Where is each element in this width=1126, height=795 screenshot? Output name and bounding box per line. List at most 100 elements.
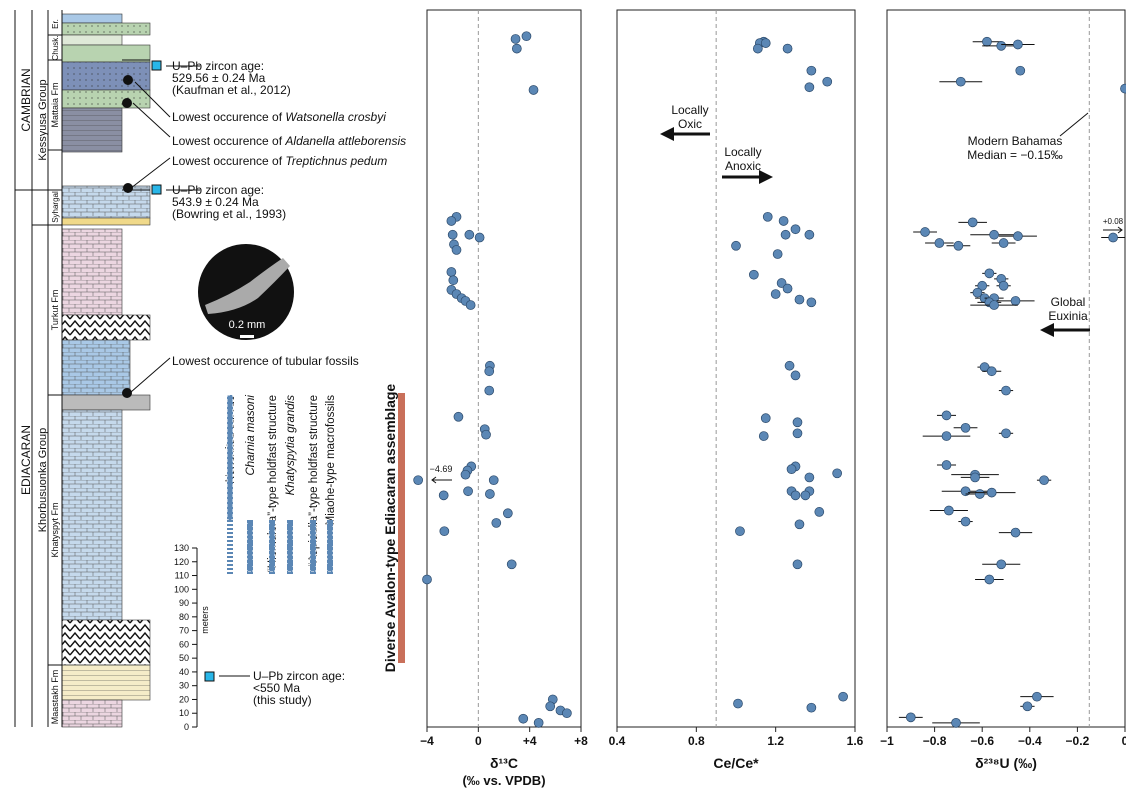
x-axis-units: (‰ vs. VPDB) xyxy=(462,773,545,788)
data-point xyxy=(1002,429,1011,438)
arrow-head xyxy=(759,170,773,184)
annotation: Lowest occurence of Watsonella crosbyi xyxy=(172,110,386,124)
data-point xyxy=(999,239,1008,248)
data-point xyxy=(489,476,498,485)
bed-pattern xyxy=(62,700,122,727)
data-point xyxy=(465,230,474,239)
bed xyxy=(62,14,122,23)
data-point xyxy=(466,301,475,310)
plot-frame xyxy=(617,10,855,727)
data-point xyxy=(761,414,770,423)
data-point xyxy=(482,430,491,439)
data-point xyxy=(997,41,1006,50)
bed-pattern xyxy=(62,340,130,395)
data-point xyxy=(1121,84,1126,93)
fossil-marker xyxy=(122,388,132,398)
data-point xyxy=(449,276,458,285)
x-tick-label: 0 xyxy=(475,734,482,748)
x-tick-label: −0.6 xyxy=(970,734,994,748)
data-point xyxy=(956,77,965,86)
data-point xyxy=(807,66,816,75)
annotation: (Bowring et al., 1993) xyxy=(172,207,286,221)
x-axis-label: δ¹³C xyxy=(490,755,518,771)
data-point xyxy=(763,212,772,221)
data-point xyxy=(519,714,528,723)
meter-tick-label: 10 xyxy=(179,708,189,718)
plot-frame xyxy=(427,10,581,727)
annotation-text: Lowest occurence of tubular fossils xyxy=(172,354,359,368)
data-point xyxy=(805,83,814,92)
age-marker xyxy=(152,61,161,70)
data-point xyxy=(997,560,1006,569)
data-point xyxy=(783,284,792,293)
data-point xyxy=(801,491,810,500)
fossil-range-label: Miaohe-type macrofossils xyxy=(325,395,337,526)
data-point xyxy=(793,560,802,569)
formation-label: Syhargal xyxy=(51,191,60,223)
age-marker xyxy=(205,672,214,681)
period-label: CAMBRIAN xyxy=(19,68,33,131)
data-point xyxy=(1013,40,1022,49)
data-point xyxy=(985,575,994,584)
data-point xyxy=(423,575,432,584)
bed-pattern xyxy=(62,186,150,218)
x-tick-label: 1.6 xyxy=(847,734,864,748)
data-point xyxy=(942,461,951,470)
data-point xyxy=(749,270,758,279)
data-point xyxy=(791,371,800,380)
data-point xyxy=(529,85,538,94)
data-point xyxy=(1023,702,1032,711)
x-tick-label: −4 xyxy=(420,734,434,748)
annotation-text: Lowest occurence of xyxy=(172,154,283,168)
data-point xyxy=(795,295,804,304)
data-point xyxy=(440,527,449,536)
data-point xyxy=(534,718,543,727)
arrow-head xyxy=(1040,323,1054,337)
scale-bar-label: 0.2 mm xyxy=(229,319,266,331)
fossil-range xyxy=(227,395,233,520)
meter-tick-label: 40 xyxy=(179,667,189,677)
annotation-text: Lowest occurence of xyxy=(172,134,283,148)
data-point xyxy=(985,269,994,278)
meter-tick-label: 80 xyxy=(179,612,189,622)
data-point xyxy=(475,233,484,242)
data-point xyxy=(773,250,782,259)
data-point xyxy=(921,227,930,236)
data-point xyxy=(823,77,832,86)
data-point xyxy=(414,476,423,485)
data-point xyxy=(987,367,996,376)
data-point xyxy=(791,491,800,500)
formation-label: Turkut Fm xyxy=(50,290,60,331)
bed-pattern xyxy=(62,23,150,35)
meter-tick-label: 130 xyxy=(174,543,189,553)
data-point xyxy=(447,267,456,276)
data-point xyxy=(968,218,977,227)
x-tick-label: 0.4 xyxy=(609,734,626,748)
meter-tick-label: 50 xyxy=(179,653,189,663)
fossil-marker xyxy=(123,75,133,85)
leader-line xyxy=(1060,113,1088,136)
x-tick-label: −0.4 xyxy=(1018,734,1042,748)
meter-tick-label: 20 xyxy=(179,694,189,704)
meter-tick-label: 100 xyxy=(174,584,189,594)
assemblage-label: Diverse Avalon-type Ediacaran assemblage xyxy=(382,384,398,673)
data-point xyxy=(447,216,456,225)
x-tick-label: 1.2 xyxy=(767,734,784,748)
annotation: Anoxic xyxy=(725,159,761,173)
data-point xyxy=(1109,233,1118,242)
data-point xyxy=(961,517,970,526)
data-point xyxy=(439,491,448,500)
data-point xyxy=(1011,528,1020,537)
data-point xyxy=(935,239,944,248)
annotation: Global xyxy=(1051,295,1086,309)
meter-tick-label: 70 xyxy=(179,626,189,636)
data-point xyxy=(805,473,814,482)
data-point xyxy=(492,518,501,527)
data-point xyxy=(990,230,999,239)
data-point xyxy=(787,465,796,474)
meter-tick-label: 120 xyxy=(174,557,189,567)
arrow xyxy=(432,477,452,483)
data-point xyxy=(1002,386,1011,395)
data-point xyxy=(793,429,802,438)
data-point xyxy=(971,473,980,482)
